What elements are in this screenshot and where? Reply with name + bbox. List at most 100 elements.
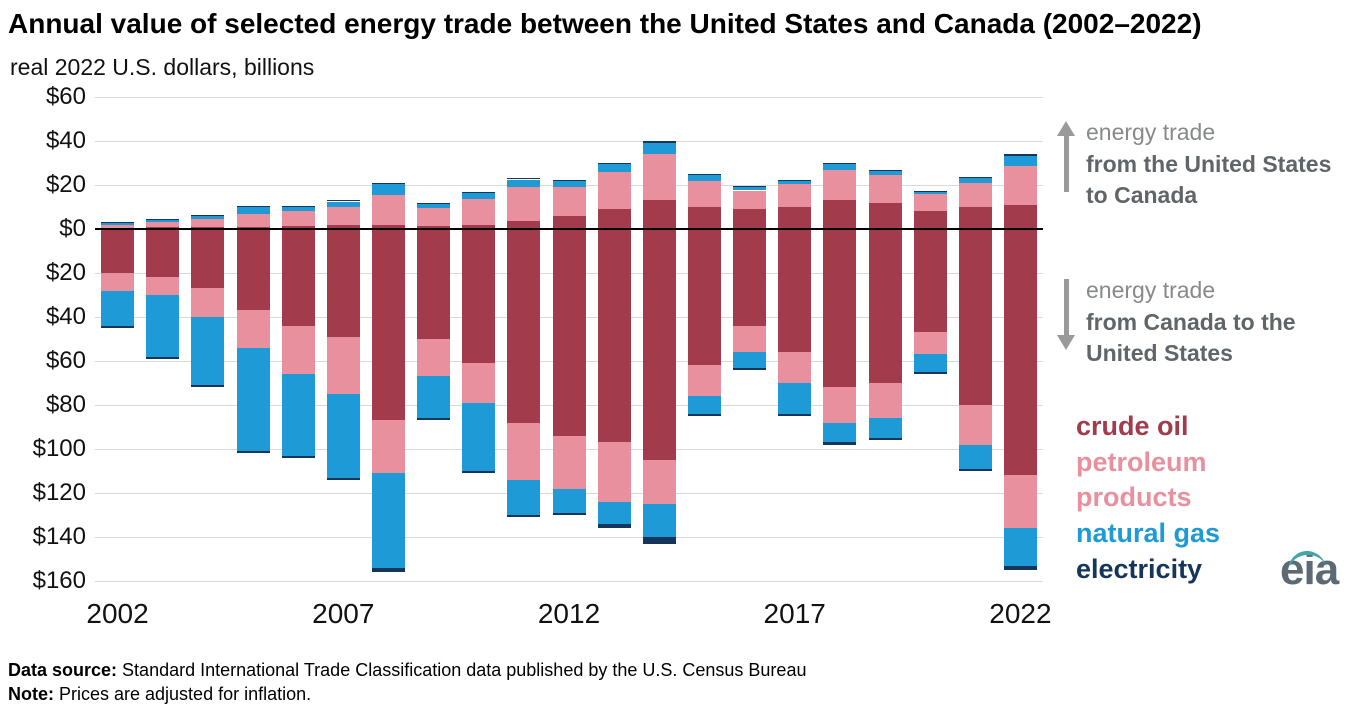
bar-2013-down-crude_oil xyxy=(597,229,631,443)
bar-2021-up-petroleum_products xyxy=(958,182,992,207)
bar-2018-down-crude_oil xyxy=(823,229,857,388)
bar-2007-up-crude_oil xyxy=(326,224,360,229)
bar-2017-down-electricity xyxy=(778,413,812,416)
bar-2003-up-natural_gas xyxy=(146,219,180,223)
bar-2022-down-electricity xyxy=(1003,565,1037,570)
bar-2017-up-electricity xyxy=(778,179,812,181)
bar-2010-down-natural_gas xyxy=(462,402,496,471)
y-axis-tick-label: $20 xyxy=(45,171,86,198)
bar-2018-up-natural_gas xyxy=(823,164,857,170)
bar-2020-up-electricity xyxy=(913,190,947,192)
zero-line xyxy=(95,228,1043,230)
bar-2021-up-electricity xyxy=(958,177,992,179)
y-axis-tick-label: $140 xyxy=(32,523,86,550)
bar-2019-up-electricity xyxy=(868,169,902,171)
bar-2012-up-petroleum_products xyxy=(552,187,586,216)
down-arrow-head xyxy=(1057,335,1075,350)
bar-2014-down-natural_gas xyxy=(642,504,676,537)
annotation-prefix: energy trade xyxy=(1086,277,1216,303)
bar-2002-down-electricity xyxy=(101,325,135,328)
bar-2019-down-electricity xyxy=(868,438,902,441)
bar-2011-down-natural_gas xyxy=(507,479,541,515)
bar-2016-down-electricity xyxy=(733,367,767,370)
bar-2004-down-electricity xyxy=(191,385,225,388)
bar-2017-up-crude_oil xyxy=(778,207,812,229)
down-arrow-icon xyxy=(1056,275,1076,370)
plot-area xyxy=(95,96,1043,582)
bar-2020-up-crude_oil xyxy=(913,211,947,229)
bar-2021-up-natural_gas xyxy=(958,178,992,183)
annotation-bold: from Canada to the United States xyxy=(1086,308,1296,367)
gridline xyxy=(95,140,1043,142)
bar-2011-up-crude_oil xyxy=(507,221,541,229)
right-panel: energy trade from the United States to C… xyxy=(1056,97,1358,617)
bar-2012-up-natural_gas xyxy=(552,180,586,188)
bar-2020-up-natural_gas xyxy=(913,191,947,194)
bar-2004-up-natural_gas xyxy=(191,215,225,220)
bar-2004-down-natural_gas xyxy=(191,317,225,386)
up-arrow-shaft xyxy=(1063,136,1069,192)
x-axis-tick-label: 2022 xyxy=(989,598,1052,629)
bar-2012-down-crude_oil xyxy=(552,229,586,436)
bar-2013-down-natural_gas xyxy=(597,501,631,524)
legend-item-natural-gas: natural gas xyxy=(1076,517,1221,548)
bar-2019-up-petroleum_products xyxy=(868,175,902,203)
bar-2021-down-petroleum_products xyxy=(958,405,992,445)
bar-2010-up-natural_gas xyxy=(462,192,496,200)
bar-2015-down-crude_oil xyxy=(687,229,721,366)
bar-2020-down-petroleum_products xyxy=(913,332,947,355)
bar-2008-down-crude_oil xyxy=(371,229,405,421)
bar-2005-up-natural_gas xyxy=(236,207,270,214)
bar-2005-up-electricity xyxy=(236,205,270,207)
footer: Data source: Standard International Trad… xyxy=(8,658,806,707)
y-axis-tick-label: $80 xyxy=(45,391,86,418)
bar-2017-down-natural_gas xyxy=(778,383,812,414)
bar-2007-down-electricity xyxy=(326,477,360,480)
bar-2004-up-petroleum_products xyxy=(191,219,225,228)
bar-2006-up-crude_oil xyxy=(281,225,315,229)
bar-2014-up-petroleum_products xyxy=(642,154,676,201)
bar-2014-down-crude_oil xyxy=(642,229,676,460)
bar-2015-down-electricity xyxy=(687,413,721,416)
bar-2007-up-electricity xyxy=(326,200,360,202)
bar-2007-down-natural_gas xyxy=(326,394,360,478)
x-axis-tick-label: 2007 xyxy=(312,598,375,629)
bar-2010-up-crude_oil xyxy=(462,224,496,229)
bar-2015-up-natural_gas xyxy=(687,175,721,181)
bar-2003-down-electricity xyxy=(146,356,180,359)
y-axis-tick-label: $160 xyxy=(32,567,86,594)
bar-2009-down-electricity xyxy=(417,418,451,421)
bar-2008-up-petroleum_products xyxy=(371,194,405,225)
bar-2007-down-petroleum_products xyxy=(326,336,360,394)
bar-2014-down-petroleum_products xyxy=(642,460,676,504)
bar-2020-down-crude_oil xyxy=(913,229,947,333)
y-axis-tick-label: $40 xyxy=(45,127,86,154)
annotation-prefix: energy trade xyxy=(1086,119,1216,145)
bar-2009-down-crude_oil xyxy=(417,229,451,339)
bar-2006-up-natural_gas xyxy=(281,207,315,212)
y-axis-tick-label: $60 xyxy=(45,347,86,374)
bar-2018-down-electricity xyxy=(823,442,857,445)
bar-2012-up-electricity xyxy=(552,179,586,181)
footer-note-line: Note: Prices are adjusted for inflation. xyxy=(8,682,806,706)
bar-2017-down-petroleum_products xyxy=(778,352,812,383)
bar-2016-up-crude_oil xyxy=(733,209,767,229)
bar-2010-down-crude_oil xyxy=(462,229,496,364)
bar-2014-up-natural_gas xyxy=(642,143,676,155)
bar-2011-down-petroleum_products xyxy=(507,422,541,480)
bar-2017-down-crude_oil xyxy=(778,229,812,353)
bar-2002-up-petroleum_products xyxy=(101,224,135,228)
bar-2005-up-petroleum_products xyxy=(236,213,270,227)
footer-note-label: Note: xyxy=(8,684,54,705)
bar-2022-up-petroleum_products xyxy=(1003,166,1037,205)
page-subtitle: real 2022 U.S. dollars, billions xyxy=(10,54,315,80)
bar-2004-up-electricity xyxy=(191,214,225,216)
bar-2015-down-natural_gas xyxy=(687,396,721,414)
bar-2007-up-petroleum_products xyxy=(326,207,360,225)
bar-2002-up-natural_gas xyxy=(101,223,135,225)
bar-2006-down-electricity xyxy=(281,455,315,458)
eia-logo-text: eia xyxy=(1280,545,1339,594)
x-axis-tick-label: 2017 xyxy=(763,598,826,629)
bar-2015-up-petroleum_products xyxy=(687,180,721,207)
bar-2010-down-electricity xyxy=(462,471,496,474)
